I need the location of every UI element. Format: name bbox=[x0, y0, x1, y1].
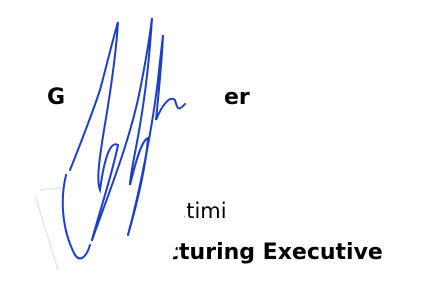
screenshot: G er netimi cturing Executive bbox=[0, 0, 423, 284]
text-fragment: er bbox=[224, 85, 250, 110]
page: G er netimi cturing Executive (() => { c… bbox=[0, 0, 423, 284]
text-fragment: cturing Executive bbox=[166, 240, 383, 265]
text-fragment: G bbox=[47, 85, 65, 110]
